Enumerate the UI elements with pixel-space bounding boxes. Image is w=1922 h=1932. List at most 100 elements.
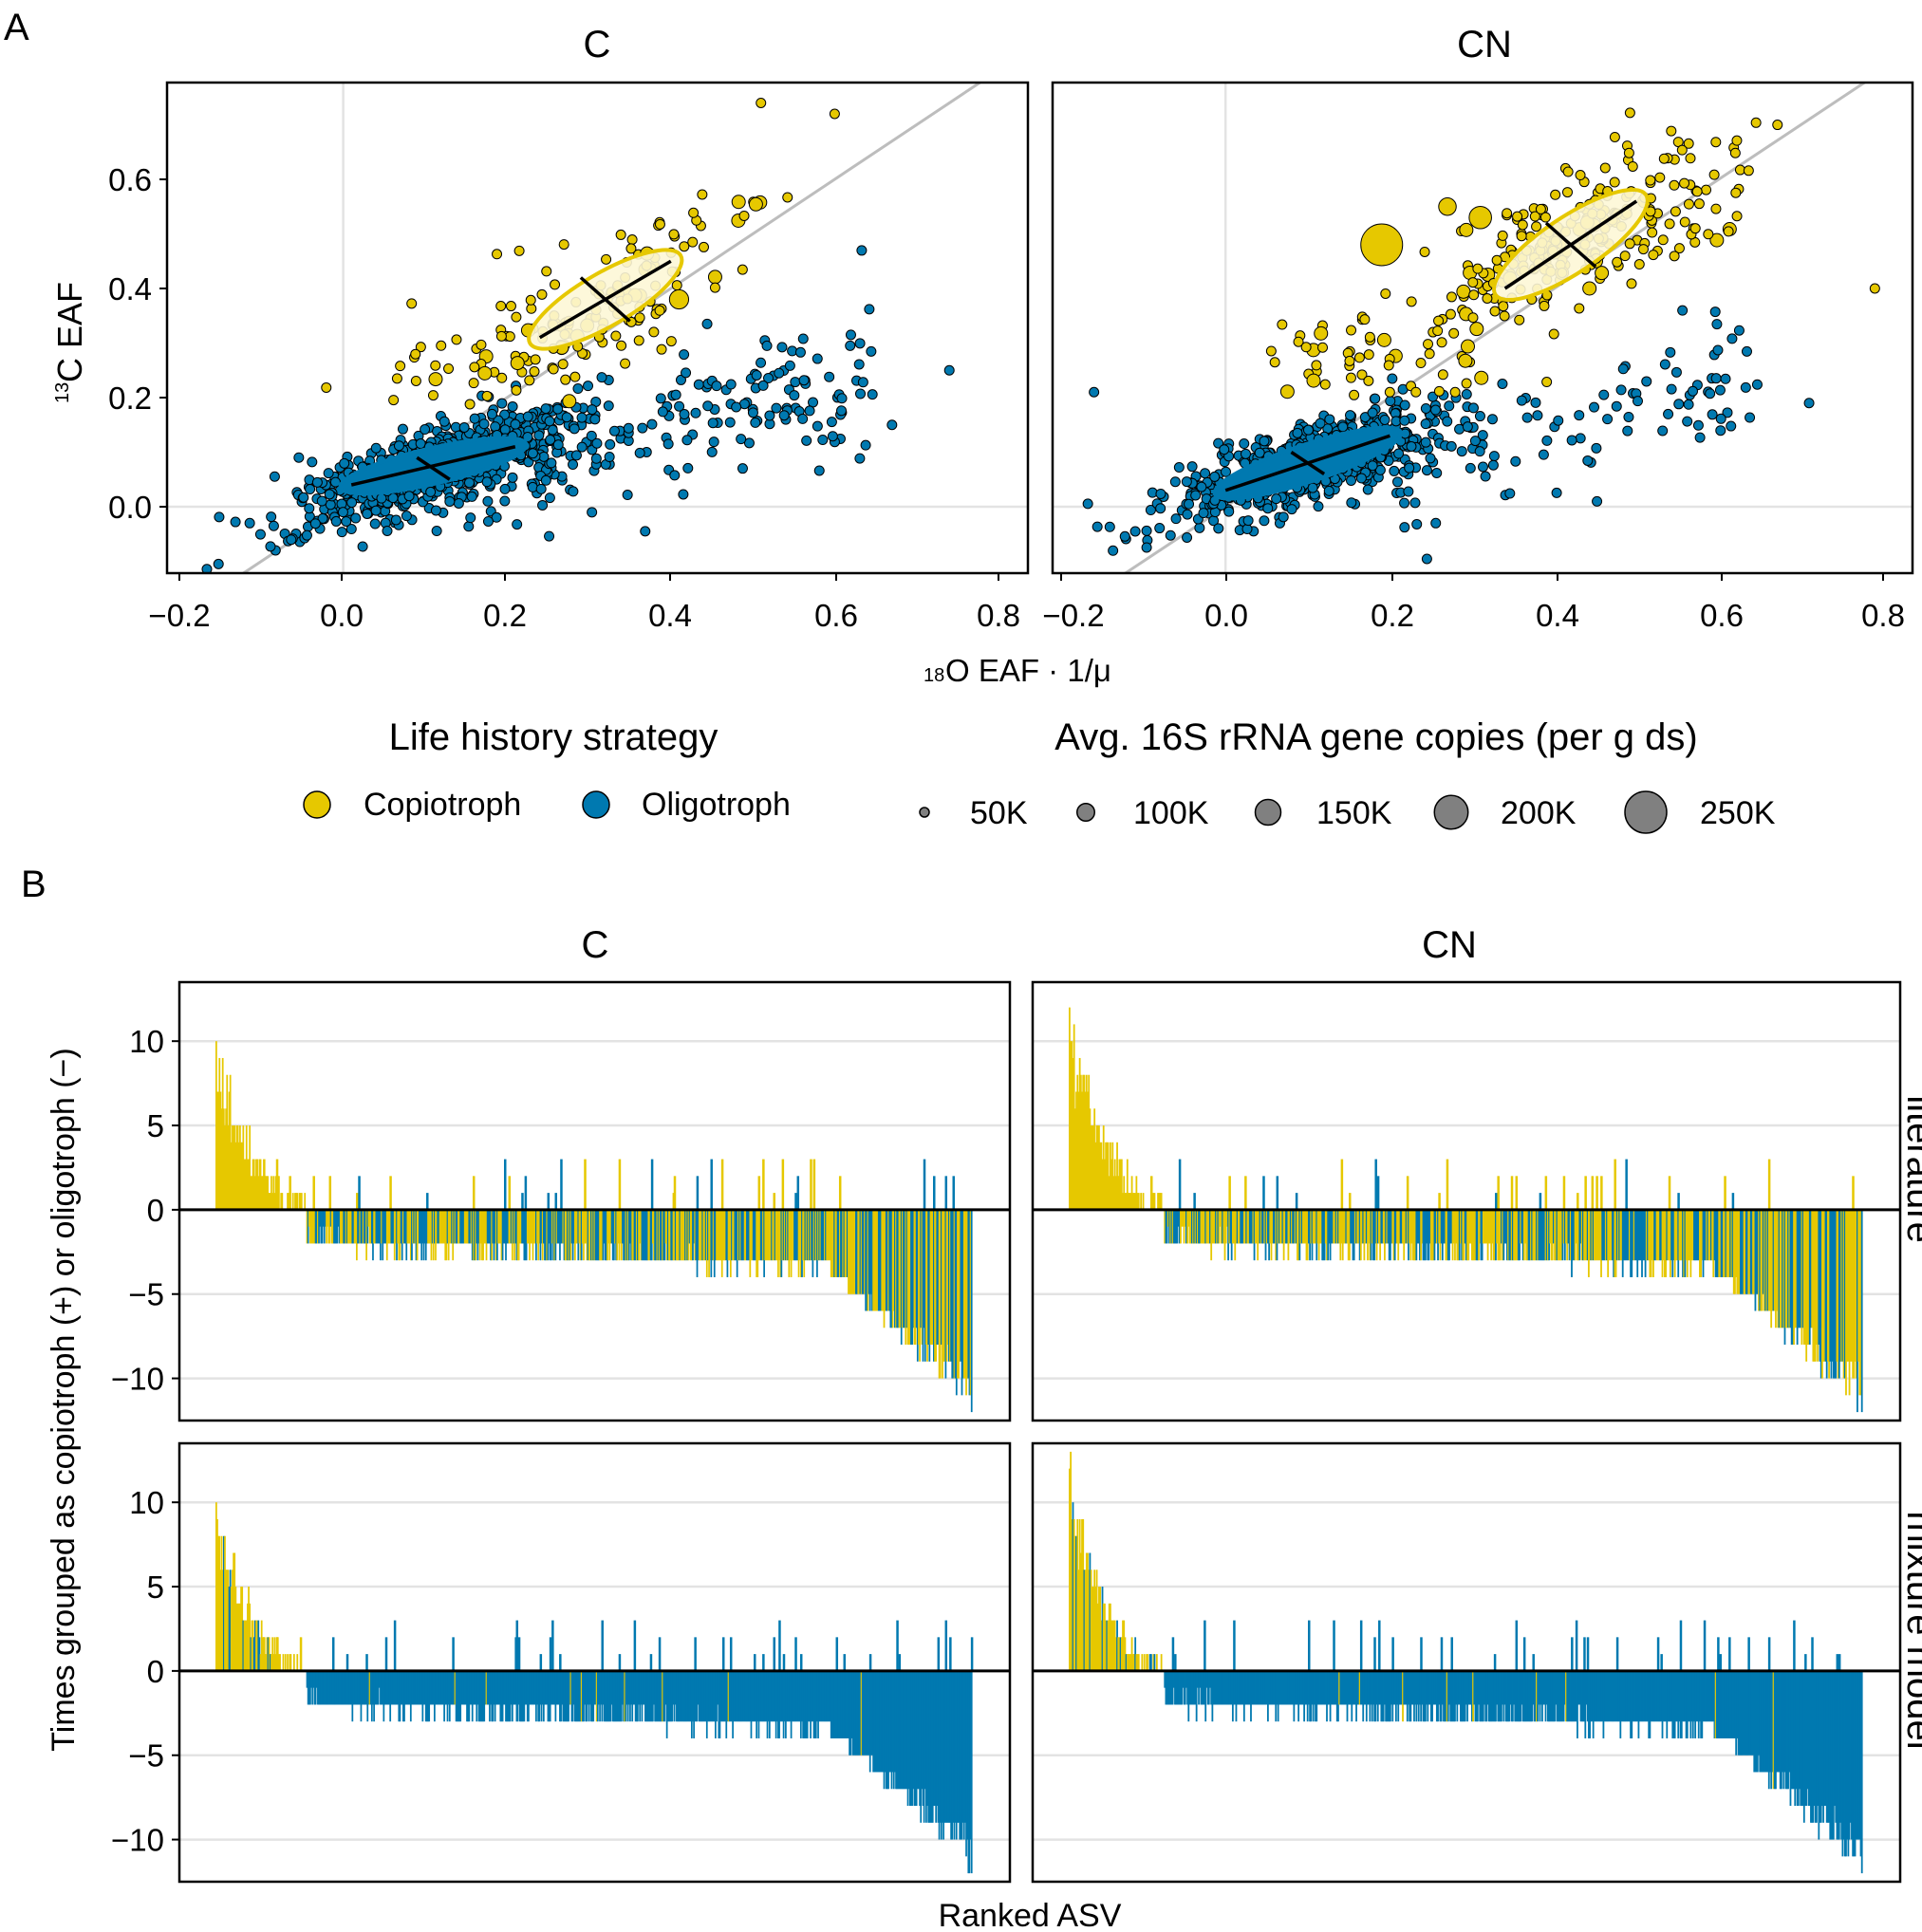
point-oligotroph — [771, 402, 782, 414]
legend-title-size: Avg. 16S rRNA gene copies (per g ds) — [1054, 716, 1697, 758]
point-oligotroph — [587, 404, 598, 416]
point-oligotroph — [1393, 448, 1405, 459]
ellipse-minor-axis-copiotroph — [579, 276, 631, 323]
point-oligotroph — [1589, 401, 1600, 413]
point-oligotroph — [784, 360, 795, 371]
point-copiotroph — [1359, 314, 1371, 325]
point-oligotroph — [1186, 461, 1198, 473]
bar — [1153, 1193, 1156, 1210]
ellipse-minor-axis-oligotroph — [416, 455, 451, 481]
point-copiotroph — [1498, 301, 1509, 312]
point-oligotroph — [590, 453, 602, 464]
bar-spike — [757, 1176, 761, 1210]
bar-spike — [554, 1193, 558, 1210]
bar-spike — [1510, 1176, 1514, 1210]
point-copiotroph — [526, 303, 537, 314]
bar-spike — [1586, 1637, 1590, 1671]
bar-spike — [1276, 1176, 1279, 1210]
bar-spike — [896, 1620, 899, 1671]
point-copiotroph — [468, 378, 479, 389]
bar — [304, 1193, 307, 1210]
point-oligotroph — [1129, 526, 1141, 537]
point-oligotroph — [860, 439, 871, 451]
point-oligotroph — [1421, 553, 1432, 565]
point-oligotroph — [1444, 400, 1455, 412]
bar-spike — [762, 1654, 765, 1671]
bar-spike — [1600, 1176, 1603, 1210]
point-oligotroph — [544, 416, 555, 427]
point-oligotroph — [1474, 411, 1485, 422]
bar-spike — [1497, 1176, 1500, 1210]
point-oligotroph — [1254, 447, 1265, 458]
point-oligotroph — [1715, 413, 1726, 424]
bar-spike — [794, 1193, 797, 1210]
bar-spike — [1724, 1176, 1726, 1210]
point-oligotroph — [655, 393, 666, 404]
point-oligotroph — [757, 380, 769, 391]
point-oligotroph — [813, 465, 825, 476]
point-oligotroph — [439, 416, 450, 427]
point-oligotroph — [763, 373, 774, 384]
legend-label-oligotroph: Oligotroph — [642, 787, 791, 823]
point-copiotroph — [1599, 162, 1611, 174]
point-oligotroph — [1346, 474, 1357, 486]
point-oligotroph — [731, 401, 742, 413]
size-label-250k: 250K — [1700, 795, 1776, 831]
bar-spike — [796, 1176, 800, 1210]
point-oligotroph — [370, 442, 382, 454]
point-oligotroph — [1242, 515, 1254, 527]
point-oligotroph — [491, 511, 502, 523]
point-copiotroph — [443, 362, 455, 374]
point-copiotroph — [1265, 345, 1277, 357]
point-copiotroph — [1626, 278, 1637, 289]
y-tick-label: 0.0 — [108, 490, 152, 525]
bar-spike — [843, 1654, 847, 1671]
x-tick-label: 0.4 — [1536, 598, 1579, 633]
point-copiotroph — [550, 279, 561, 290]
point-oligotroph — [1566, 435, 1577, 446]
point-oligotroph — [522, 411, 533, 422]
point-highlight — [668, 288, 690, 310]
point-oligotroph — [213, 558, 224, 569]
point-oligotroph — [1278, 511, 1289, 523]
bar-spike — [452, 1637, 455, 1671]
point-copiotroph — [529, 365, 540, 377]
point-oligotroph — [1286, 504, 1297, 515]
point-oligotroph — [1741, 345, 1752, 357]
point-oligotroph — [1240, 448, 1251, 459]
bar-spike — [1438, 1193, 1441, 1210]
bar-spike — [773, 1637, 776, 1671]
point-copiotroph — [415, 342, 426, 353]
point-oligotroph — [670, 389, 681, 400]
point-copiotroph — [511, 311, 522, 323]
point-copiotroph — [1306, 373, 1321, 388]
point-copiotroph — [1469, 322, 1484, 337]
bar-spike — [1539, 1193, 1542, 1210]
point-oligotroph — [604, 452, 615, 463]
bar-spike — [299, 1637, 303, 1671]
bar-spike — [389, 1176, 392, 1210]
point-copiotroph — [1535, 203, 1546, 214]
point-copiotroph — [633, 335, 644, 346]
point-copiotroph — [395, 361, 406, 372]
bar-spike — [1544, 1176, 1548, 1210]
point-oligotroph — [1367, 407, 1378, 418]
bar — [1860, 1209, 1863, 1413]
point-copiotroph — [671, 280, 682, 291]
point-oligotroph — [330, 515, 342, 527]
point-oligotroph — [1510, 455, 1521, 467]
point-oligotroph — [390, 514, 401, 526]
point-copiotroph — [410, 375, 421, 386]
point-oligotroph — [1705, 388, 1716, 399]
point-oligotroph — [522, 432, 533, 443]
point-copiotroph — [464, 399, 476, 410]
bar-spike — [937, 1637, 941, 1671]
point-copiotroph — [738, 210, 750, 221]
point-oligotroph — [1677, 305, 1689, 316]
point-oligotroph — [1714, 384, 1726, 396]
point-copiotroph — [391, 373, 402, 384]
point-oligotroph — [596, 372, 607, 383]
point-oligotroph — [568, 459, 579, 471]
point-oligotroph — [1711, 319, 1723, 330]
point-oligotroph — [751, 369, 762, 381]
